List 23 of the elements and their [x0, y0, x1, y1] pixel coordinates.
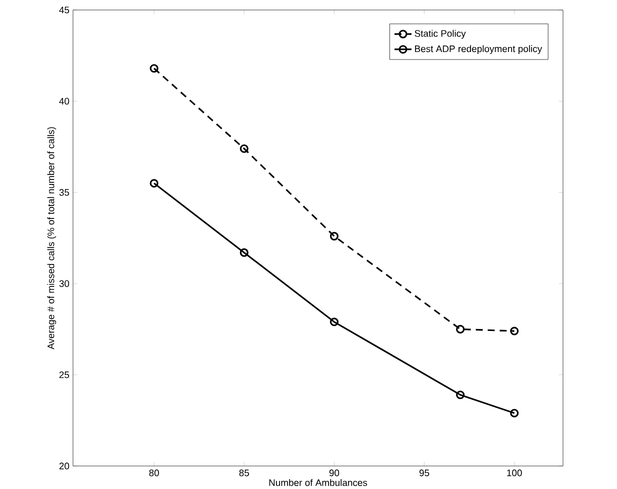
point — [150, 64, 158, 72]
point — [510, 326, 519, 336]
point — [240, 144, 248, 153]
y-tick-label: 45 — [59, 6, 70, 14]
x-axis-title: Number of Ambulances — [269, 478, 368, 486]
point — [330, 232, 339, 240]
x-tick-label: 100 — [507, 469, 522, 476]
y-tick-label: 35 — [59, 188, 70, 196]
legend-label: Best ADP redeployment policy — [415, 45, 542, 54]
legend-label: Static Policy — [414, 30, 466, 39]
point — [330, 317, 339, 326]
y-tick-label: 40 — [59, 98, 70, 104]
y-tick-label: 20 — [59, 462, 70, 470]
point — [456, 390, 465, 399]
y-axis-title: Average # of missed calls (% of total number of calls) — [47, 127, 56, 350]
y-tick-label: 30 — [59, 280, 70, 287]
x-tick-label: 80 — [149, 469, 159, 476]
x-tick-label: 95 — [419, 469, 430, 476]
x-tick-label: 85 — [239, 469, 250, 476]
x-tick-label: 90 — [329, 469, 340, 476]
y-tick-label: 25 — [59, 371, 70, 378]
point — [240, 248, 248, 257]
point — [456, 324, 465, 334]
